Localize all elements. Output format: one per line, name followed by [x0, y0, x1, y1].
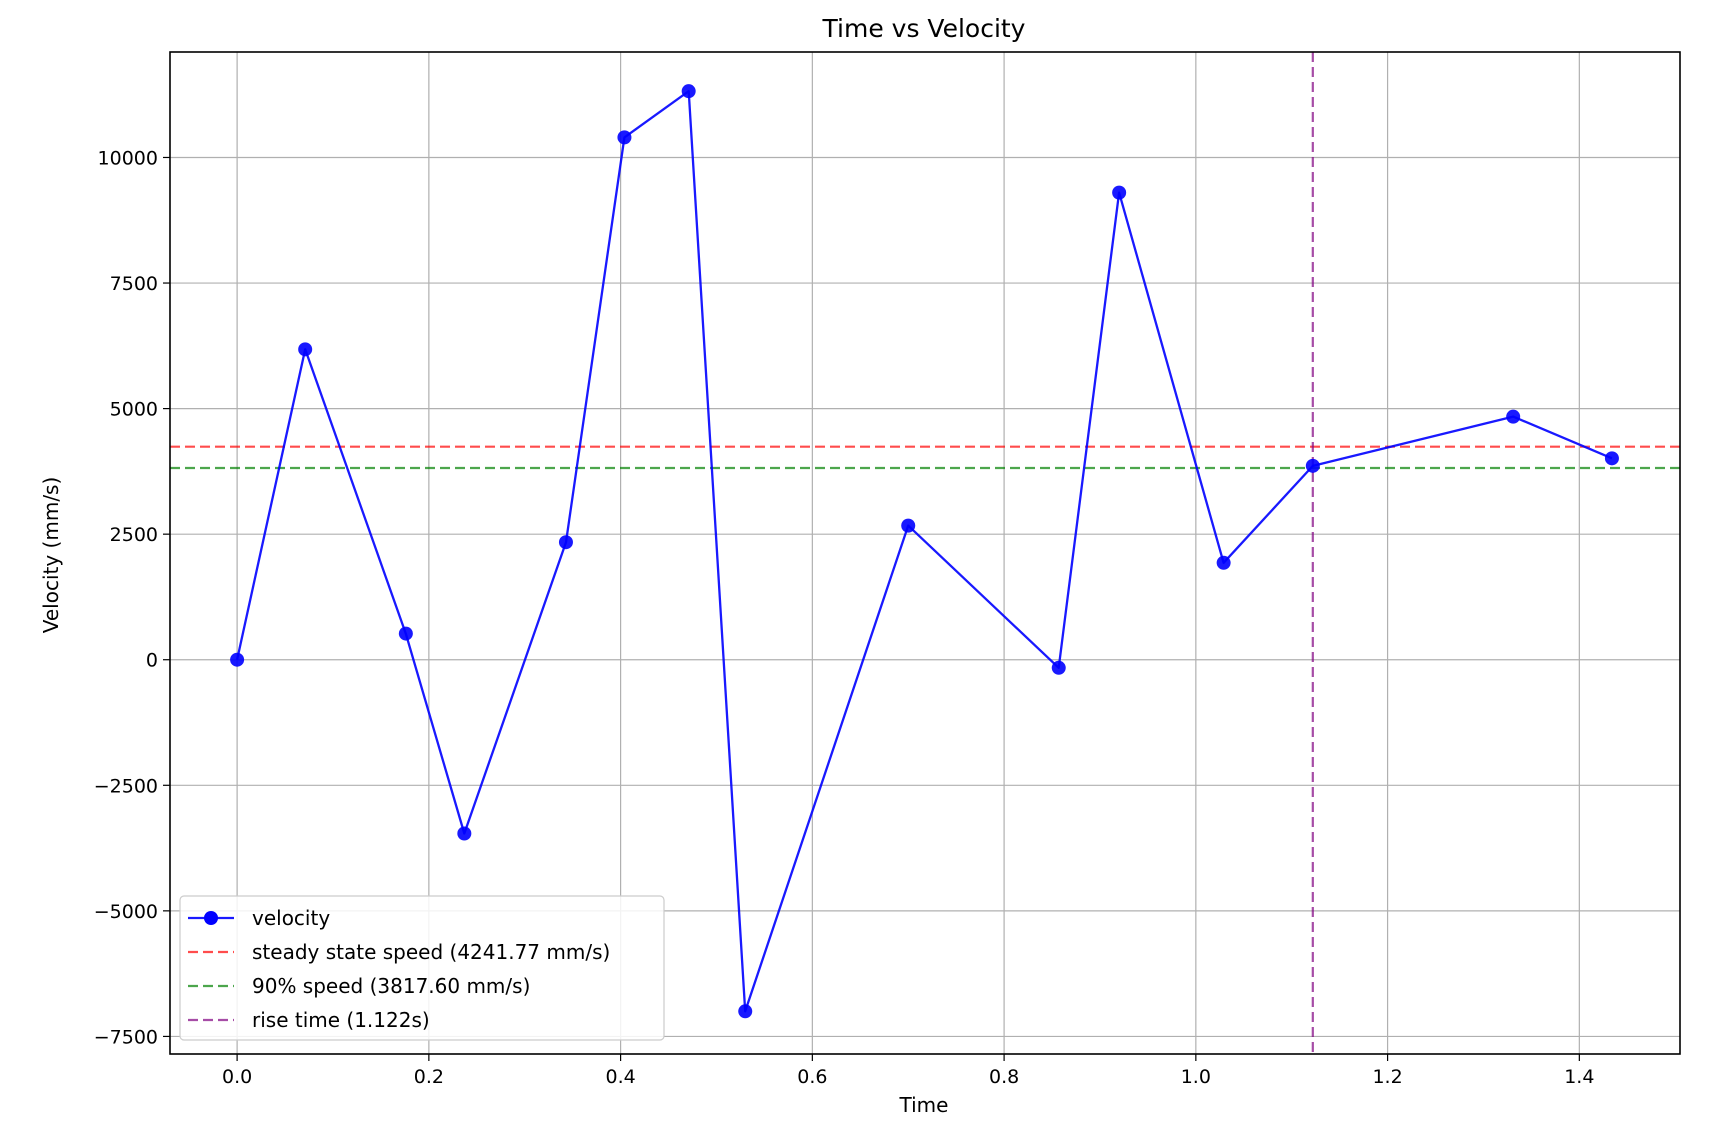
y-tick-label: 10000 — [98, 147, 158, 169]
legend-label: steady state speed (4241.77 mm/s) — [252, 940, 610, 964]
data-point — [1506, 409, 1521, 424]
x-tick-label: 0.0 — [222, 1066, 252, 1088]
y-axis-label: Velocity (mm/s) — [39, 477, 63, 634]
data-point — [230, 652, 245, 667]
data-point — [1216, 555, 1231, 570]
data-point — [681, 84, 696, 99]
legend-label: rise time (1.122s) — [252, 1008, 430, 1032]
legend-label: velocity — [252, 906, 330, 930]
x-tick-label: 1.0 — [1181, 1066, 1211, 1088]
plot-frame — [169, 51, 1681, 1055]
y-tick-label: 2500 — [110, 524, 158, 546]
x-tick-label: 1.4 — [1564, 1066, 1594, 1088]
x-tick-label: 0.6 — [797, 1066, 827, 1088]
x-tick-label: 0.4 — [605, 1066, 635, 1088]
data-point — [298, 342, 313, 357]
data-point — [398, 626, 413, 641]
series-layer — [230, 84, 1619, 1019]
legend: velocity steady state speed (4241.77 mm/s… — [179, 895, 665, 1041]
data-point — [738, 1004, 753, 1019]
data-point — [1112, 185, 1127, 200]
data-point — [1051, 660, 1066, 675]
data-point — [457, 826, 472, 841]
x-tick-label: 1.2 — [1372, 1066, 1402, 1088]
y-tick-label: −2500 — [94, 775, 158, 797]
ticks: 0.0 0.2 0.4 0.6 0.8 1.0 1.2 1.4 −7500 −5000 −2500 0… — [94, 147, 1595, 1088]
data-point — [901, 518, 916, 533]
y-tick-label: −7500 — [94, 1026, 158, 1048]
legend-box — [179, 895, 665, 1041]
legend-label: 90% speed (3817.60 mm/s) — [252, 974, 530, 998]
y-tick-label: −5000 — [94, 901, 158, 923]
x-tick-label: 0.8 — [989, 1066, 1019, 1088]
chart-title: Time vs Velocity — [822, 14, 1026, 43]
x-tick-label: 0.2 — [414, 1066, 444, 1088]
data-point — [558, 535, 573, 550]
y-tick-label: 0 — [146, 650, 158, 672]
reference-lines — [170, 52, 1680, 1054]
y-tick-label: 5000 — [110, 399, 158, 421]
data-point — [1604, 451, 1619, 466]
data-point — [1305, 458, 1320, 473]
x-axis-label: Time — [899, 1093, 949, 1117]
data-point — [617, 130, 632, 145]
y-tick-label: 7500 — [110, 273, 158, 295]
legend-marker — [204, 911, 218, 925]
